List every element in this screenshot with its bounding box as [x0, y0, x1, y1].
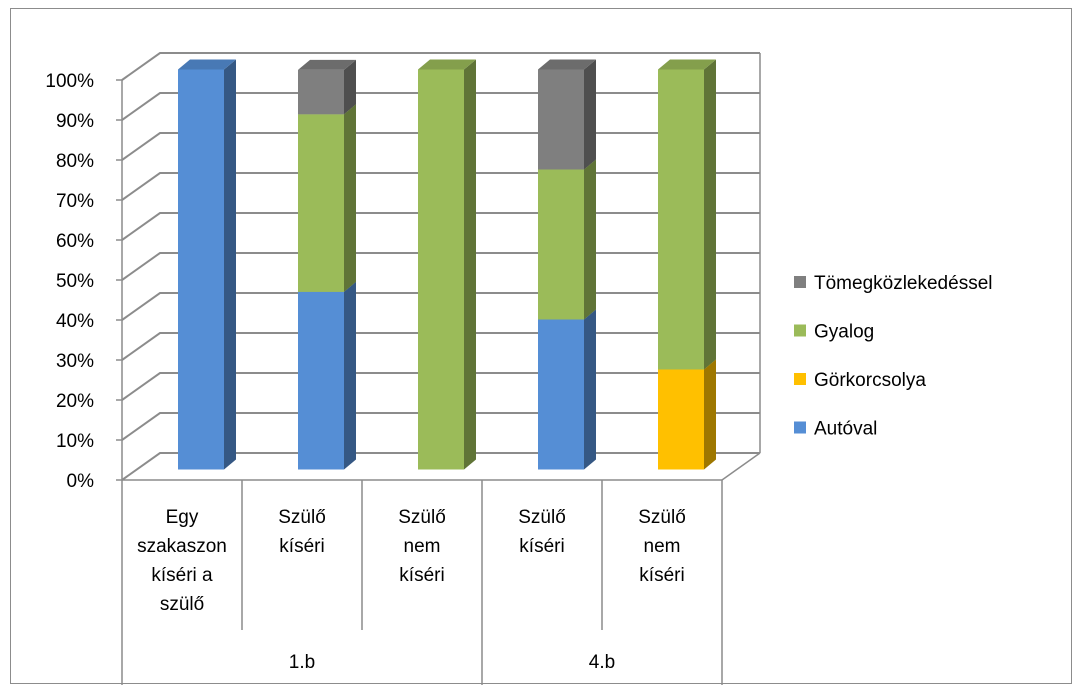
y-tick-label: 60%: [56, 231, 94, 252]
category-label: Szülő nem kíséri: [398, 507, 446, 586]
bar-segment-side: [344, 104, 356, 292]
legend: Tömegközlekedéssel Gyalog Görkorcsolya Autó…: [794, 273, 992, 440]
bar-segment: [538, 169, 584, 320]
y-tick-label: 90%: [56, 111, 94, 132]
y-tick-label: 20%: [56, 391, 94, 412]
y-tick-label: 0%: [67, 471, 95, 492]
category-label: Szülő nem kíséri: [638, 507, 686, 586]
bar-segment-side: [704, 59, 716, 370]
bar-segment-side: [584, 159, 596, 320]
category-label-line: kíséri: [279, 536, 324, 557]
bar-segment-top: [178, 59, 236, 70]
bar-segment-top: [658, 59, 716, 70]
bar-segment-side: [224, 59, 236, 470]
bar-segment-side: [584, 59, 596, 170]
bar-segment-side: [464, 59, 476, 470]
category-label-line: Szülő: [398, 507, 446, 528]
gridline: [121, 52, 760, 81]
legend-label: Görkorcsolya: [814, 370, 926, 391]
y-tick-label: 10%: [56, 431, 94, 452]
y-tick-label: 40%: [56, 311, 94, 332]
bar-segment-side: [344, 59, 356, 115]
group-label: 4.b: [589, 652, 615, 673]
bar-segment: [658, 369, 704, 470]
bar-segment: [418, 69, 464, 470]
bar-segment-side: [344, 281, 356, 470]
category-label: Szülő kíséri: [278, 507, 326, 557]
category-label-line: kíséri: [399, 565, 444, 586]
y-axis-ticks: 0% 10% 20% 30% 40% 50% 60% 70% 80% 90% 100%: [45, 71, 122, 492]
category-label: Szülő kíséri: [518, 507, 566, 557]
bar-segment-side: [584, 309, 596, 470]
bar-segment: [298, 291, 344, 470]
category-label-line: kíséri: [519, 536, 564, 557]
legend-label: Autóval: [814, 419, 877, 440]
bars: [178, 59, 716, 470]
legend-label: Gyalog: [814, 322, 874, 343]
category-label-line: Szülő: [518, 507, 566, 528]
legend-label: Tömegközlekedéssel: [814, 273, 992, 294]
bar-segment: [538, 69, 584, 170]
category-label-line: nem: [404, 536, 441, 557]
bar-segment-top: [298, 59, 356, 70]
bar-segment: [178, 69, 224, 470]
category-label-line: Szülő: [638, 507, 686, 528]
bar-segment: [538, 319, 584, 470]
category-label-line: szülő: [160, 594, 204, 615]
floor-right-edge: [721, 452, 761, 481]
category-label-line: kíséri a: [151, 565, 213, 586]
category-label: Egy szakaszon kíséri a szülő: [137, 507, 227, 615]
bar-segment-top: [538, 59, 596, 70]
group-label: 1.b: [289, 652, 315, 673]
category-label-line: szakaszon: [137, 536, 227, 557]
bar-segment-side: [704, 359, 716, 470]
bar-segment: [298, 69, 344, 115]
category-label-line: Egy: [166, 507, 199, 528]
legend-swatch: [794, 324, 806, 337]
y-tick-label: 70%: [56, 191, 94, 212]
legend-swatch: [794, 421, 806, 434]
y-tick-label: 30%: [56, 351, 94, 372]
y-tick-label: 80%: [56, 151, 94, 172]
legend-swatch: [794, 276, 806, 288]
y-tick-label: 100%: [45, 71, 94, 92]
category-label-line: nem: [644, 536, 681, 557]
y-tick-label: 50%: [56, 271, 94, 292]
bar-segment-top: [418, 59, 476, 70]
legend-swatch: [794, 373, 806, 385]
bar-segment: [658, 69, 704, 370]
category-label-line: Szülő: [278, 507, 326, 528]
chart-frame: [10, 8, 1072, 684]
bar-segment: [298, 114, 344, 292]
category-label-line: kíséri: [639, 565, 684, 586]
